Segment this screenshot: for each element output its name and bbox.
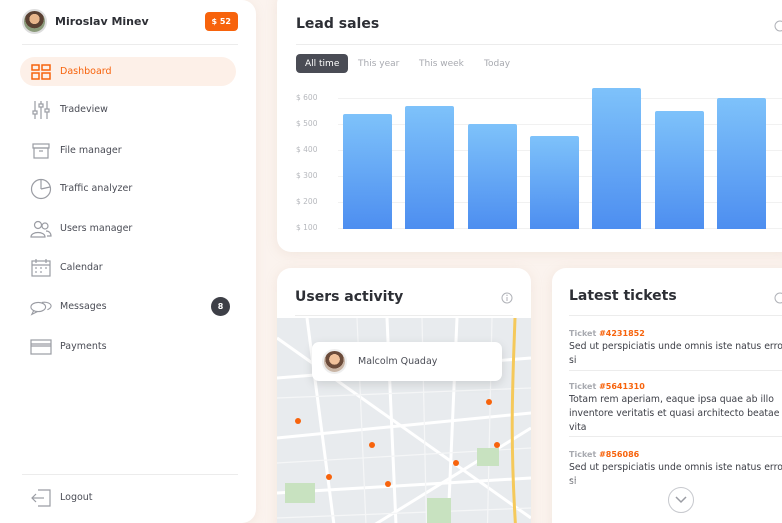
- ticket-item[interactable]: Ticket #5641310 Totam rem aperiam, eaque…: [569, 382, 782, 435]
- filter-all-time[interactable]: All time: [296, 54, 349, 73]
- y-tick-label: $ 200: [296, 197, 318, 206]
- sidebar-item-dashboard[interactable]: Dashboard: [20, 57, 236, 86]
- info-icon[interactable]: [774, 292, 782, 304]
- chart-bar[interactable]: [529, 135, 579, 229]
- divider: [22, 474, 238, 475]
- map-marker[interactable]: [326, 474, 332, 480]
- chart-bar[interactable]: [592, 87, 642, 229]
- credit-card-icon: [30, 336, 52, 358]
- y-tick-label: $ 600: [296, 93, 318, 102]
- users-icon: [30, 218, 52, 240]
- info-icon[interactable]: [774, 20, 782, 32]
- divider: [569, 370, 782, 371]
- balance-badge[interactable]: $ 52: [204, 11, 238, 31]
- calendar-icon: [30, 257, 52, 279]
- chevron-down-icon: [675, 496, 687, 504]
- sidebar-item-messages[interactable]: Messages 8: [20, 292, 236, 321]
- sidebar-item-tradeview[interactable]: Tradeview: [20, 95, 236, 124]
- ticket-prefix: Ticket: [569, 382, 597, 391]
- dashboard-icon: [30, 61, 52, 83]
- sidebar-item-payments[interactable]: Payments: [20, 332, 236, 361]
- y-tick-label: $ 100: [296, 223, 318, 232]
- sidebar-item-label: Tradeview: [60, 104, 108, 115]
- sidebar-item-label: Traffic analyzer: [60, 183, 133, 194]
- ticket-id: #5641310: [599, 382, 645, 391]
- divider: [569, 315, 782, 316]
- sidebar-item-label: Dashboard: [60, 66, 112, 77]
- chat-icon: [30, 296, 52, 318]
- logout-button[interactable]: Logout: [20, 483, 236, 512]
- info-icon[interactable]: [501, 292, 513, 304]
- user-name: Miroslav Minev: [55, 14, 149, 28]
- sidebar-item-label: Messages: [60, 301, 107, 312]
- chart-bar[interactable]: [654, 111, 704, 229]
- ticket-number: Ticket #856086: [569, 450, 782, 459]
- divider: [296, 44, 782, 45]
- sidebar: Miroslav Minev $ 52 Dashboard Tradeview …: [0, 0, 256, 523]
- divider: [22, 44, 238, 45]
- logout-icon: [30, 487, 52, 509]
- sidebar-item-file-manager[interactable]: File manager: [20, 136, 236, 165]
- tickets-fade: [553, 480, 782, 523]
- map-marker[interactable]: [486, 399, 492, 405]
- divider: [569, 436, 782, 437]
- ticket-item[interactable]: Ticket #4231852 Sed ut perspiciatis unde…: [569, 329, 782, 368]
- filter-this-year[interactable]: This year: [358, 58, 400, 69]
- users-activity-card: [277, 268, 531, 523]
- map-marker[interactable]: [453, 460, 459, 466]
- divider: [295, 315, 513, 316]
- user-popup[interactable]: Malcolm Quaday: [312, 342, 502, 381]
- lead-sales-title: Lead sales: [296, 16, 380, 32]
- y-tick-label: $ 500: [296, 119, 318, 128]
- ticket-text: Totam rem aperiam, eaque ipsa quae ab il…: [569, 394, 780, 433]
- chart-bar[interactable]: [343, 113, 392, 229]
- ticket-number: Ticket #4231852: [569, 329, 782, 338]
- avatar: [322, 349, 347, 374]
- ticket-prefix: Ticket: [569, 450, 597, 459]
- pie-chart-icon: [30, 178, 52, 200]
- ticket-prefix: Ticket: [569, 329, 597, 338]
- y-tick-label: $ 400: [296, 145, 318, 154]
- chart-bar[interactable]: [716, 98, 766, 229]
- logout-label: Logout: [60, 492, 93, 503]
- y-tick-label: $ 300: [296, 171, 318, 180]
- avatar[interactable]: [22, 8, 47, 34]
- chart-bar[interactable]: [467, 124, 517, 229]
- map-marker[interactable]: [494, 442, 500, 448]
- popup-user-name: Malcolm Quaday: [358, 356, 438, 367]
- sidebar-item-label: File manager: [60, 145, 122, 156]
- ticket-id: #4231852: [599, 329, 645, 338]
- ticket-number: Ticket #5641310: [569, 382, 782, 391]
- ticket-id: #856086: [599, 450, 640, 459]
- sidebar-item-calendar[interactable]: Calendar: [20, 253, 236, 282]
- map-marker[interactable]: [369, 442, 375, 448]
- chart-bar[interactable]: [405, 105, 455, 229]
- map-marker[interactable]: [385, 481, 391, 487]
- sidebar-item-traffic-analyzer[interactable]: Traffic analyzer: [20, 174, 236, 203]
- chart-gridline: [338, 124, 782, 125]
- filter-this-week[interactable]: This week: [419, 58, 464, 69]
- scroll-down-button[interactable]: [668, 487, 694, 513]
- archive-icon: [30, 140, 52, 162]
- sliders-icon: [30, 99, 52, 121]
- user-profile[interactable]: Miroslav Minev $ 52: [22, 8, 238, 34]
- sidebar-item-label: Payments: [60, 341, 107, 352]
- users-activity-title: Users activity: [295, 289, 404, 305]
- unread-badge: 8: [211, 297, 230, 316]
- sidebar-item-label: Users manager: [60, 223, 133, 234]
- filter-today[interactable]: Today: [484, 58, 511, 69]
- sidebar-item-users-manager[interactable]: Users manager: [20, 214, 236, 243]
- latest-tickets-title: Latest tickets: [569, 288, 677, 304]
- chart-gridline: [338, 98, 782, 99]
- ticket-text: Sed ut perspiciatis unde omnis iste natu…: [569, 341, 782, 366]
- sidebar-item-label: Calendar: [60, 262, 103, 273]
- map-marker[interactable]: [295, 418, 301, 424]
